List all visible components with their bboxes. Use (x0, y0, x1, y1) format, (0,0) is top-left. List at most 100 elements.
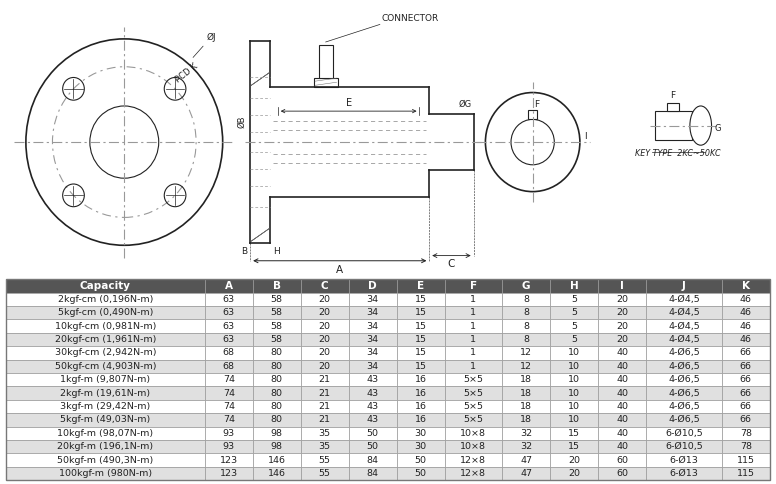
Bar (502, 360, 550, 373)
Bar (598, 360, 646, 373)
Text: 1: 1 (470, 335, 476, 344)
Bar (253, 279, 301, 293)
Text: 63: 63 (223, 295, 235, 304)
Text: F: F (469, 281, 477, 291)
Bar (348, 454, 397, 467)
Text: 1: 1 (470, 308, 476, 317)
Text: 5×5: 5×5 (463, 402, 483, 411)
Bar (445, 400, 502, 413)
Text: 40: 40 (616, 362, 628, 371)
Bar (397, 454, 445, 467)
Text: 20: 20 (616, 322, 628, 331)
Text: 20: 20 (616, 295, 628, 304)
Bar (205, 293, 253, 306)
Text: A: A (225, 281, 233, 291)
Text: 146: 146 (268, 469, 286, 478)
Bar (6, 373, 205, 386)
Text: 55: 55 (319, 455, 331, 465)
Bar (445, 413, 502, 426)
Text: 10×8: 10×8 (460, 442, 487, 451)
Text: 43: 43 (367, 375, 379, 384)
Bar (722, 279, 770, 293)
Bar (502, 333, 550, 346)
Bar (301, 333, 348, 346)
Bar (6, 440, 205, 454)
Text: 20: 20 (319, 348, 331, 357)
Text: 34: 34 (367, 295, 379, 304)
Bar (502, 467, 550, 480)
Bar (445, 467, 502, 480)
Bar (550, 293, 598, 306)
Bar (598, 386, 646, 400)
Text: 5kgf-cm (0,490N-m): 5kgf-cm (0,490N-m) (57, 308, 153, 317)
Text: 15: 15 (415, 348, 427, 357)
Bar (646, 467, 722, 480)
Bar (502, 454, 550, 467)
Text: 10: 10 (568, 375, 580, 384)
Text: PCD K: PCD K (174, 61, 199, 84)
Text: 1: 1 (470, 348, 476, 357)
Text: 40: 40 (616, 389, 628, 397)
Bar (722, 306, 770, 319)
Bar (348, 333, 397, 346)
Text: 66: 66 (740, 375, 752, 384)
Text: 34: 34 (367, 362, 379, 371)
Text: 15: 15 (415, 295, 427, 304)
Text: 43: 43 (367, 415, 379, 424)
Bar (205, 319, 253, 333)
Bar (550, 440, 598, 454)
Bar (667, 103, 679, 111)
Bar (502, 319, 550, 333)
Bar (550, 400, 598, 413)
Text: 84: 84 (367, 469, 379, 478)
Text: 2kgf-m (19,61N-m): 2kgf-m (19,61N-m) (61, 389, 151, 397)
Text: 43: 43 (367, 402, 379, 411)
Bar (397, 306, 445, 319)
Bar (722, 373, 770, 386)
Text: 66: 66 (740, 348, 752, 357)
Bar (348, 386, 397, 400)
Text: C: C (321, 281, 328, 291)
Text: 50: 50 (367, 429, 379, 438)
Text: 4-Ø6,5: 4-Ø6,5 (668, 348, 700, 357)
Text: C: C (448, 258, 456, 269)
Bar (528, 110, 537, 120)
Text: 30kgf-cm (2,942N-m): 30kgf-cm (2,942N-m) (55, 348, 156, 357)
Text: 21: 21 (319, 375, 331, 384)
Bar (550, 333, 598, 346)
Text: K: K (742, 281, 750, 291)
Text: 34: 34 (367, 308, 379, 317)
Text: 20: 20 (319, 335, 331, 344)
Bar (722, 346, 770, 360)
Text: 15: 15 (415, 308, 427, 317)
Bar (348, 360, 397, 373)
Text: 21: 21 (319, 402, 331, 411)
Text: 93: 93 (223, 429, 235, 438)
Bar (205, 346, 253, 360)
Bar (722, 360, 770, 373)
Bar (6, 454, 205, 467)
Bar (445, 360, 502, 373)
Bar (502, 306, 550, 319)
Bar (550, 426, 598, 440)
Bar (301, 346, 348, 360)
Text: I: I (584, 132, 587, 141)
Bar (205, 333, 253, 346)
Bar (205, 360, 253, 373)
Bar (550, 373, 598, 386)
Bar (397, 293, 445, 306)
Text: 80: 80 (271, 389, 282, 397)
Text: 10: 10 (568, 362, 580, 371)
Bar (598, 440, 646, 454)
Bar (348, 467, 397, 480)
Bar (253, 333, 301, 346)
Text: 5: 5 (571, 295, 577, 304)
Bar (301, 306, 348, 319)
Bar (6, 386, 205, 400)
Text: 35: 35 (319, 429, 331, 438)
Text: 34: 34 (367, 322, 379, 331)
Bar (445, 426, 502, 440)
Bar (253, 426, 301, 440)
Text: ØJ: ØJ (207, 33, 217, 42)
Bar (550, 360, 598, 373)
